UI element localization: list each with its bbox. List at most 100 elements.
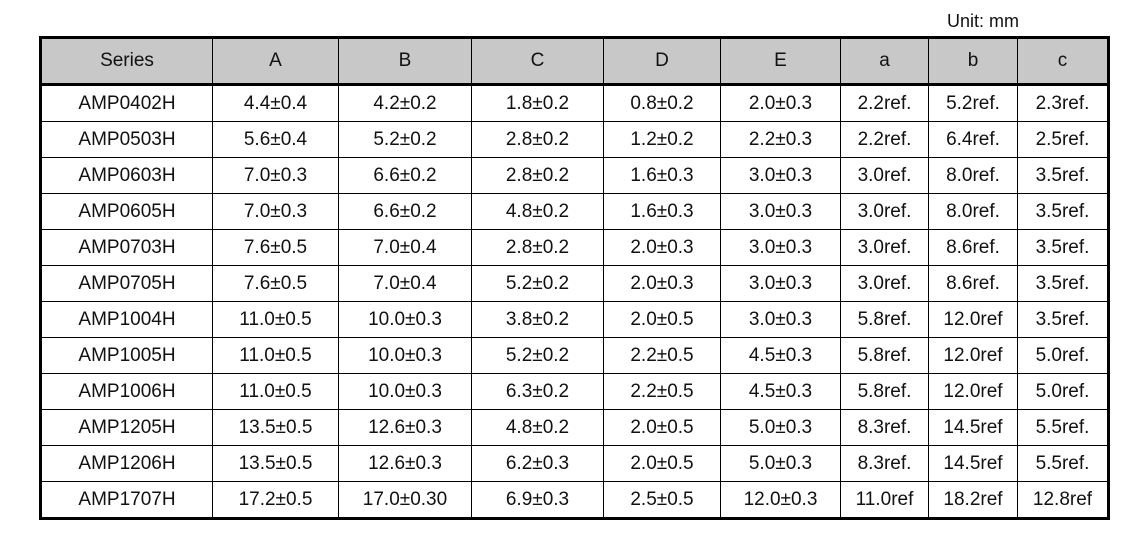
value-cell: 7.0±0.4: [338, 229, 472, 266]
value-cell: 1.6±0.3: [603, 157, 721, 194]
value-cell: 17.0±0.30: [338, 481, 472, 519]
table-row: AMP1707H 17.2±0.5 17.0±0.30 6.9±0.3 2.5±0.5 1…: [40, 481, 1109, 519]
value-cell: 0.8±0.2: [603, 84, 721, 122]
series-cell: AMP0503H: [40, 121, 213, 158]
value-cell: 5.8ref.: [840, 337, 929, 374]
value-cell: 3.5ref.: [1017, 229, 1109, 266]
value-cell: 2.2ref.: [840, 84, 929, 122]
value-cell: 3.0ref.: [840, 157, 929, 194]
value-cell: 3.0±0.3: [720, 229, 841, 266]
value-cell: 6.6±0.2: [338, 193, 472, 230]
series-cell: AMP1004H: [40, 301, 213, 338]
value-cell: 5.2ref.: [928, 84, 1018, 122]
value-cell: 1.6±0.3: [603, 193, 721, 230]
value-cell: 4.8±0.2: [471, 193, 604, 230]
table-row: AMP1006H 11.0±0.5 10.0±0.3 6.3±0.2 2.2±0.5 4.…: [40, 373, 1109, 410]
value-cell: 14.5ref: [928, 409, 1018, 446]
table-row: AMP1206H 13.5±0.5 12.6±0.3 6.2±0.3 2.0±0.5 5.…: [40, 445, 1109, 482]
table-row: AMP0705H 7.6±0.5 7.0±0.4 5.2±0.2 2.0±0.3 3.0±…: [40, 265, 1109, 302]
value-cell: 3.8±0.2: [471, 301, 604, 338]
value-cell: 11.0±0.5: [212, 301, 339, 338]
column-header: E: [720, 37, 841, 86]
table-row: AMP1005H 11.0±0.5 10.0±0.3 5.2±0.2 2.2±0.5 4.…: [40, 337, 1109, 374]
value-cell: 3.0ref.: [840, 193, 929, 230]
value-cell: 2.0±0.5: [603, 301, 721, 338]
value-cell: 2.3ref.: [1017, 84, 1109, 122]
value-cell: 11.0±0.5: [212, 337, 339, 374]
value-cell: 12.8ref: [1017, 481, 1109, 519]
value-cell: 7.0±0.3: [212, 193, 339, 230]
value-cell: 7.0±0.3: [212, 157, 339, 194]
series-cell: AMP0705H: [40, 265, 213, 302]
table-row: AMP0605H 7.0±0.3 6.6±0.2 4.8±0.2 1.6±0.3 3.0±…: [40, 193, 1109, 230]
column-header: A: [212, 37, 339, 86]
table-row: AMP0503H 5.6±0.4 5.2±0.2 2.8±0.2 1.2±0.2 2.2±…: [40, 121, 1109, 158]
value-cell: 2.2±0.3: [720, 121, 841, 158]
value-cell: 7.6±0.5: [212, 229, 339, 266]
value-cell: 5.5ref.: [1017, 445, 1109, 482]
value-cell: 1.2±0.2: [603, 121, 721, 158]
table-row: AMP0703H 7.6±0.5 7.0±0.4 2.8±0.2 2.0±0.3 3.0±…: [40, 229, 1109, 266]
value-cell: 6.3±0.2: [471, 373, 604, 410]
value-cell: 12.6±0.3: [338, 409, 472, 446]
value-cell: 5.0±0.3: [720, 409, 841, 446]
value-cell: 2.2±0.5: [603, 337, 721, 374]
value-cell: 12.0±0.3: [720, 481, 841, 519]
value-cell: 8.3ref.: [840, 445, 929, 482]
table-body: AMP0402H 4.4±0.4 4.2±0.2 1.8±0.2 0.8±0.2 2.0±…: [40, 84, 1109, 519]
value-cell: 13.5±0.5: [212, 445, 339, 482]
value-cell: 5.5ref.: [1017, 409, 1109, 446]
unit-label: Unit: mm: [947, 11, 1019, 31]
value-cell: 13.5±0.5: [212, 409, 339, 446]
value-cell: 5.6±0.4: [212, 121, 339, 158]
value-cell: 3.5ref.: [1017, 193, 1109, 230]
value-cell: 12.0ref: [928, 301, 1018, 338]
value-cell: 12.0ref: [928, 337, 1018, 374]
value-cell: 3.0±0.3: [720, 301, 841, 338]
series-cell: AMP1005H: [40, 337, 213, 374]
value-cell: 2.0±0.3: [603, 265, 721, 302]
value-cell: 10.0±0.3: [338, 337, 472, 374]
column-header: a: [840, 37, 929, 86]
series-cell: AMP1206H: [40, 445, 213, 482]
value-cell: 3.0ref.: [840, 265, 929, 302]
value-cell: 7.0±0.4: [338, 265, 472, 302]
value-cell: 8.6ref.: [928, 229, 1018, 266]
value-cell: 4.2±0.2: [338, 84, 472, 122]
value-cell: 7.6±0.5: [212, 265, 339, 302]
column-header: c: [1017, 37, 1109, 86]
value-cell: 2.5±0.5: [603, 481, 721, 519]
column-header: b: [928, 37, 1018, 86]
value-cell: 2.8±0.2: [471, 121, 604, 158]
value-cell: 11.0ref: [840, 481, 929, 519]
value-cell: 10.0±0.3: [338, 373, 472, 410]
value-cell: 1.8±0.2: [471, 84, 604, 122]
value-cell: 2.0±0.3: [603, 229, 721, 266]
value-cell: 6.9±0.3: [471, 481, 604, 519]
value-cell: 6.4ref.: [928, 121, 1018, 158]
value-cell: 4.5±0.3: [720, 373, 841, 410]
value-cell: 3.0±0.3: [720, 157, 841, 194]
series-cell: AMP0605H: [40, 193, 213, 230]
value-cell: 17.2±0.5: [212, 481, 339, 519]
series-cell: AMP1205H: [40, 409, 213, 446]
value-cell: 2.8±0.2: [471, 157, 604, 194]
value-cell: 6.6±0.2: [338, 157, 472, 194]
value-cell: 3.5ref.: [1017, 265, 1109, 302]
value-cell: 3.0±0.3: [720, 265, 841, 302]
table-row: AMP1205H 13.5±0.5 12.6±0.3 4.8±0.2 2.0±0.5 5.…: [40, 409, 1109, 446]
value-cell: 2.5ref.: [1017, 121, 1109, 158]
table-row: AMP0603H 7.0±0.3 6.6±0.2 2.8±0.2 1.6±0.3 3.0±…: [40, 157, 1109, 194]
column-header: D: [603, 37, 721, 86]
value-cell: 4.4±0.4: [212, 84, 339, 122]
value-cell: 5.0ref.: [1017, 337, 1109, 374]
value-cell: 8.0ref.: [928, 193, 1018, 230]
value-cell: 3.5ref.: [1017, 157, 1109, 194]
value-cell: 2.8±0.2: [471, 229, 604, 266]
series-cell: AMP0402H: [40, 84, 213, 122]
table-row: AMP1004H 11.0±0.5 10.0±0.3 3.8±0.2 2.0±0.5 3.…: [40, 301, 1109, 338]
value-cell: 2.0±0.5: [603, 409, 721, 446]
value-cell: 12.0ref: [928, 373, 1018, 410]
series-cell: AMP0603H: [40, 157, 213, 194]
